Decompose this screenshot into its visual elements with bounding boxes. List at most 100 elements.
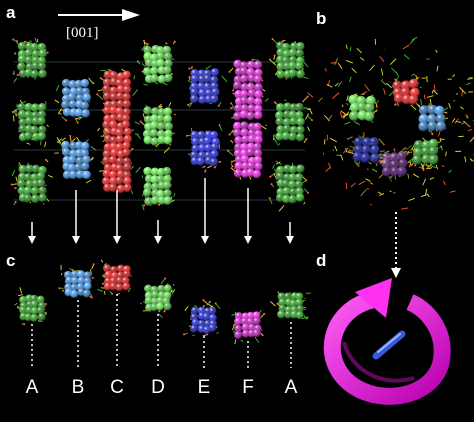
- column-label: F: [242, 377, 254, 398]
- atom-sphere: [142, 188, 152, 197]
- atom-sphere: [102, 156, 111, 165]
- atom-sphere: [150, 107, 160, 116]
- atom-sphere: [288, 173, 297, 182]
- atom-sphere: [82, 170, 91, 180]
- atom-sphere: [208, 324, 217, 333]
- atom-sphere: [234, 103, 243, 113]
- panel-a-columns: [10, 37, 313, 212]
- atom-sphere: [150, 195, 160, 205]
- atom-sphere: [276, 62, 285, 71]
- atom-sphere: [435, 121, 446, 132]
- atom-sphere: [364, 102, 375, 113]
- atom-sphere: [123, 176, 132, 186]
- atom-sphere: [246, 311, 255, 320]
- atom-sphere: [62, 170, 72, 180]
- atom-sphere: [122, 85, 132, 95]
- atom-sphere: [17, 179, 26, 188]
- atom-sphere: [24, 116, 34, 126]
- atom-sphere: [31, 164, 41, 174]
- panel-label-d: d: [316, 251, 326, 270]
- panel-label-a: a: [6, 3, 16, 22]
- atom-sphere: [116, 264, 125, 273]
- atom-sphere: [428, 154, 439, 165]
- atom-sphere: [190, 88, 199, 97]
- atom-sphere: [196, 130, 206, 140]
- atom-sphere: [360, 152, 371, 163]
- atom-sphere: [239, 121, 249, 130]
- atom-sphere: [116, 99, 125, 109]
- atom-sphere: [163, 302, 172, 311]
- atom-sphere: [357, 102, 368, 113]
- atom-sphere: [83, 271, 92, 280]
- atom-sphere: [76, 270, 85, 279]
- atom-sphere: [122, 70, 131, 80]
- column-label: C: [110, 377, 124, 398]
- atom-sphere: [428, 146, 439, 157]
- atom-sphere: [67, 155, 77, 165]
- cluster-blue: [186, 65, 228, 108]
- atom-sphere: [115, 142, 124, 152]
- atom-sphere: [247, 134, 257, 144]
- atom-sphere: [38, 69, 47, 79]
- atom-sphere: [190, 306, 199, 315]
- atom-sphere: [198, 95, 207, 104]
- atom-sphere: [163, 114, 172, 124]
- cluster-magenta: [226, 121, 267, 180]
- atom-sphere: [164, 129, 173, 139]
- atom-sphere: [408, 94, 419, 105]
- atom-sphere: [102, 78, 112, 87]
- atom-sphere: [123, 183, 132, 193]
- atom-sphere: [282, 194, 291, 204]
- atom-sphere: [115, 283, 124, 292]
- atom-sphere: [116, 184, 126, 194]
- atom-sphere: [275, 117, 285, 126]
- atom-sphere: [203, 74, 212, 84]
- atom-sphere: [143, 166, 152, 176]
- atom-sphere: [389, 152, 400, 163]
- atom-sphere: [413, 147, 424, 158]
- panel-c-clusters: [14, 259, 311, 345]
- atom-sphere: [294, 173, 304, 182]
- atom-sphere: [77, 276, 86, 285]
- atom-sphere: [150, 137, 160, 146]
- atom-sphere: [241, 135, 250, 144]
- atom-sphere: [296, 125, 305, 135]
- atom-sphere: [361, 144, 372, 155]
- atom-sphere: [202, 312, 211, 321]
- panel-d-rotation-arrow: [323, 278, 451, 405]
- atom-sphere: [295, 164, 305, 173]
- column-c: [96, 68, 140, 195]
- atom-sphere: [157, 74, 167, 84]
- atom-sphere: [74, 108, 84, 117]
- atom-sphere: [275, 111, 284, 120]
- atom-sphere: [25, 164, 34, 174]
- atom-sphere: [163, 174, 172, 184]
- atom-sphere: [18, 124, 27, 134]
- atom-sphere: [295, 49, 304, 58]
- atom-sphere: [109, 176, 118, 186]
- atom-sphere: [122, 270, 131, 279]
- ring-segment-light_blue: [418, 102, 451, 136]
- atom-sphere: [288, 132, 297, 141]
- atom-sphere: [204, 143, 213, 153]
- atom-sphere: [144, 196, 153, 206]
- atom-sphere: [37, 131, 46, 141]
- atom-sphere: [252, 317, 261, 326]
- atom-sphere: [253, 122, 262, 132]
- axis-rod-highlight: [377, 333, 401, 353]
- atom-sphere: [233, 81, 242, 90]
- atom-sphere: [253, 110, 263, 120]
- atom-sphere: [68, 170, 78, 180]
- atom-sphere: [233, 168, 243, 178]
- atom-sphere: [61, 78, 71, 88]
- atom-sphere: [209, 75, 219, 85]
- atom-sphere: [275, 172, 285, 181]
- atom-sphere: [30, 103, 40, 112]
- cluster-c-green: [14, 287, 48, 326]
- atom-sphere: [38, 49, 48, 58]
- atom-sphere: [30, 306, 39, 315]
- atom-sphere: [164, 59, 173, 68]
- atom-sphere: [281, 42, 291, 52]
- atom-sphere: [122, 99, 131, 109]
- atom-sphere: [122, 78, 132, 88]
